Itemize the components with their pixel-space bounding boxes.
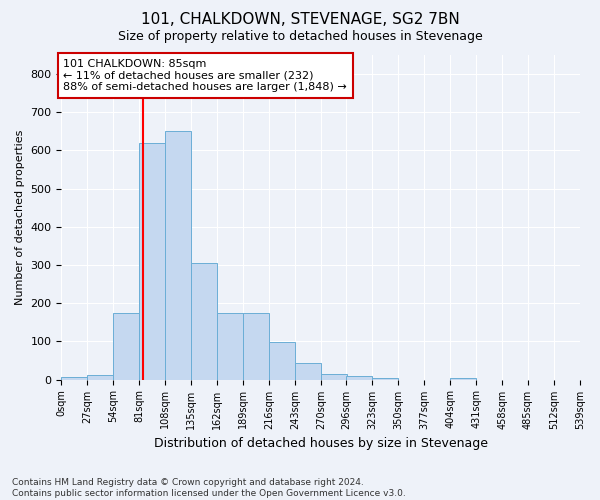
Bar xyxy=(372,378,398,380)
Bar xyxy=(269,342,295,380)
Text: Contains HM Land Registry data © Crown copyright and database right 2024.
Contai: Contains HM Land Registry data © Crown c… xyxy=(12,478,406,498)
Bar xyxy=(346,376,372,380)
Bar xyxy=(113,312,139,380)
Bar xyxy=(139,143,166,380)
Text: 101, CHALKDOWN, STEVENAGE, SG2 7BN: 101, CHALKDOWN, STEVENAGE, SG2 7BN xyxy=(140,12,460,28)
Bar xyxy=(321,374,347,380)
Bar xyxy=(166,132,191,380)
Bar xyxy=(295,363,321,380)
Text: 101 CHALKDOWN: 85sqm
← 11% of detached houses are smaller (232)
88% of semi-deta: 101 CHALKDOWN: 85sqm ← 11% of detached h… xyxy=(64,59,347,92)
Text: Size of property relative to detached houses in Stevenage: Size of property relative to detached ho… xyxy=(118,30,482,43)
Y-axis label: Number of detached properties: Number of detached properties xyxy=(15,130,25,305)
Bar xyxy=(450,378,476,380)
Bar xyxy=(191,263,217,380)
X-axis label: Distribution of detached houses by size in Stevenage: Distribution of detached houses by size … xyxy=(154,437,488,450)
Bar xyxy=(88,374,113,380)
Bar xyxy=(61,376,88,380)
Bar xyxy=(217,312,243,380)
Bar xyxy=(243,312,269,380)
